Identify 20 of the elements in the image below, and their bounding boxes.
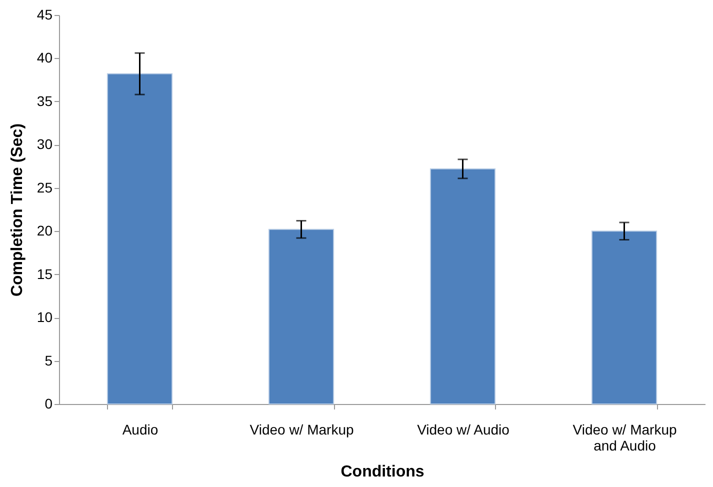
y-tick-label: 15 (36, 266, 53, 282)
x-tick-label: Audio (122, 422, 158, 438)
y-tick-label: 25 (36, 179, 53, 196)
x-axis-title: Conditions (340, 464, 424, 480)
bar (106, 73, 173, 404)
bar (268, 228, 334, 404)
y-axis-title: Completion Time (Sec) (8, 123, 26, 297)
y-tick-label: 30 (36, 136, 53, 152)
x-tick-label: Video w/ Audio (417, 422, 510, 438)
y-tick-label: 10 (36, 309, 53, 326)
x-tick-label: Video w/ Markup and Audio (572, 422, 677, 454)
x-tick-label: Video w/ Markup (250, 422, 354, 438)
bar (591, 230, 658, 404)
y-tick-label: 40 (36, 50, 53, 66)
y-tick-label: 0 (44, 396, 53, 412)
y-tick-label: 35 (36, 92, 53, 109)
y-tick-label: 45 (36, 6, 53, 22)
bar (430, 168, 496, 404)
y-tick-label: 5 (44, 352, 53, 368)
y-tick-label: 20 (36, 222, 53, 239)
